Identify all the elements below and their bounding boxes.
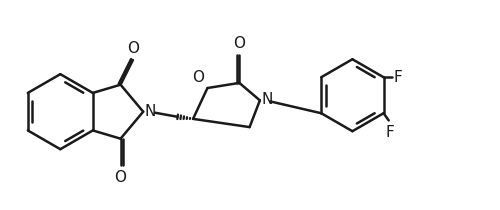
Text: O: O xyxy=(114,169,126,185)
Text: N: N xyxy=(144,104,156,119)
Text: F: F xyxy=(394,70,402,85)
Text: O: O xyxy=(127,41,139,56)
Text: N: N xyxy=(262,92,274,107)
Text: O: O xyxy=(234,36,245,51)
Text: O: O xyxy=(192,70,204,85)
Text: F: F xyxy=(386,125,394,139)
